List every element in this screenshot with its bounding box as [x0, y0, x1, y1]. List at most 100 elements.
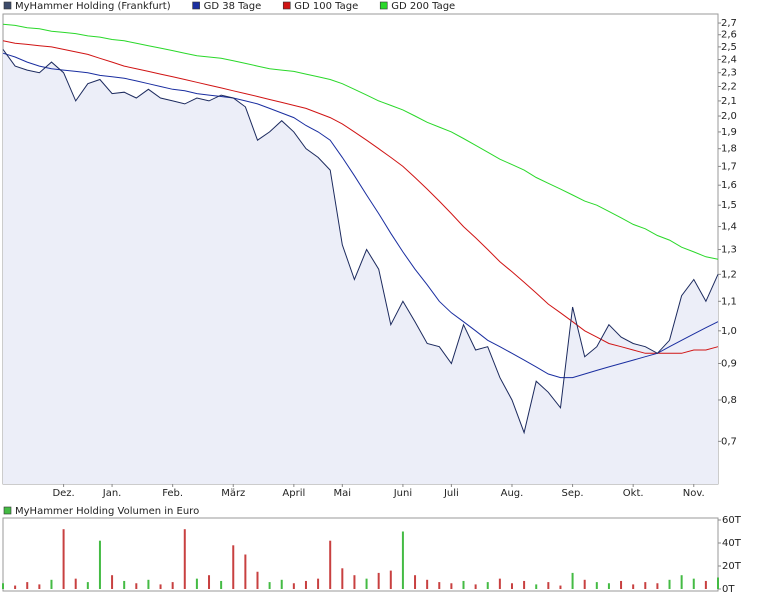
price-line [2, 49, 719, 435]
volume-bar [462, 580, 465, 589]
y-tick-label: 2,0 [721, 111, 737, 122]
volume-bar [353, 575, 356, 589]
x-tick-label: Mai [334, 488, 352, 499]
y-tick-label: 60T [722, 515, 742, 526]
volume-bar [523, 580, 526, 589]
legend-swatch [3, 506, 12, 515]
legend-swatch [379, 1, 388, 10]
volume-bar [559, 585, 562, 589]
volume-bar [474, 584, 477, 589]
volume-bar [208, 575, 211, 589]
volume-bar [692, 578, 695, 589]
y-tick-label: 20T [722, 561, 742, 572]
y-tick-label: 0,7 [721, 436, 737, 447]
y-tick-label: 1,0 [721, 326, 737, 337]
legend-swatch [192, 1, 200, 10]
moving-average-line [2, 40, 719, 354]
volume-bar [486, 582, 489, 589]
x-tick-label: Juni [393, 488, 412, 499]
volume-bar [656, 583, 659, 589]
volume-bar [280, 579, 283, 589]
y-tick-label: 2,7 [721, 18, 737, 29]
volume-bar [244, 554, 247, 589]
legend-swatch [282, 1, 291, 10]
moving-average-line [2, 23, 719, 260]
volume-bar [183, 529, 186, 589]
legend-label: GD 38 Tage [204, 1, 262, 12]
volume-bar [74, 578, 77, 589]
volume-bar [329, 540, 332, 589]
volume-plot-frame [2, 517, 719, 592]
volume-bar [256, 571, 259, 589]
volume-bar [438, 582, 441, 589]
legend-label: MyHammer Holding Volumen in Euro [15, 506, 199, 517]
volume-bar [414, 575, 417, 589]
volume-bar [98, 540, 101, 589]
volume-bar [717, 577, 719, 589]
volume-bar [547, 582, 550, 589]
volume-bar [14, 585, 17, 589]
volume-bar [704, 580, 707, 589]
y-tick-label: 1,2 [721, 269, 737, 280]
volume-bar [620, 580, 623, 589]
volume-bar [159, 584, 162, 589]
volume-bar [401, 531, 404, 589]
volume-bar [595, 582, 598, 589]
volume-bar [38, 584, 41, 589]
y-tick-label: 0,8 [721, 395, 737, 406]
y-tick-label: 2,6 [721, 30, 737, 41]
legend-label: MyHammer Holding (Frankfurt) [15, 1, 171, 12]
volume-bar [304, 580, 307, 589]
volume-bar [111, 575, 114, 589]
y-tick-label: 1,1 [721, 296, 737, 307]
moving-average-line [2, 52, 719, 379]
volume-bar [450, 583, 453, 589]
price-area [3, 49, 718, 485]
x-tick-label: Feb. [162, 488, 183, 499]
y-tick-label: 0T [722, 584, 735, 595]
x-tick-label: März [221, 488, 245, 499]
volume-bar [292, 583, 295, 589]
volume-bar [268, 582, 271, 589]
volume-bar [341, 568, 344, 589]
volume-bar [2, 583, 4, 589]
volume-bar [680, 575, 683, 589]
y-tick-label: 1,7 [721, 161, 737, 172]
volume-bar [426, 579, 429, 589]
volume-bar [571, 572, 574, 589]
volume-bar [195, 578, 198, 589]
x-tick-label: Okt. [623, 488, 644, 499]
volume-bar [147, 579, 150, 589]
x-tick-label: Nov. [683, 488, 705, 499]
y-tick-label: 2,4 [721, 55, 737, 66]
volume-bar [123, 580, 126, 589]
y-tick-label: 1,8 [721, 144, 737, 155]
volume-bar [26, 582, 29, 589]
volume-bar [220, 580, 223, 589]
legend-label: GD 200 Tage [391, 1, 455, 12]
y-tick-label: 1,5 [721, 200, 737, 211]
volume-bar [171, 582, 174, 589]
x-tick-label: Jan. [102, 488, 122, 499]
y-tick-label: 0,9 [721, 358, 737, 369]
y-tick-label: 2,3 [721, 68, 737, 79]
volume-bar [668, 579, 671, 589]
volume-bar [62, 529, 65, 589]
volume-bar [135, 583, 138, 589]
x-tick-label: Sep. [562, 488, 584, 499]
volume-bar [644, 582, 647, 589]
y-tick-label: 1,3 [721, 245, 737, 256]
y-tick-label: 2,5 [721, 42, 737, 53]
volume-bar [377, 572, 380, 589]
x-tick-label: April [282, 488, 305, 499]
volume-bar [232, 545, 235, 589]
volume-bar [632, 584, 635, 589]
x-tick-label: Dez. [52, 488, 74, 499]
volume-bar [86, 582, 89, 589]
volume-bar [389, 570, 392, 589]
volume-bar [510, 583, 513, 589]
volume-bar [498, 578, 501, 589]
volume-bar [50, 579, 53, 589]
legend-swatch [3, 1, 12, 10]
